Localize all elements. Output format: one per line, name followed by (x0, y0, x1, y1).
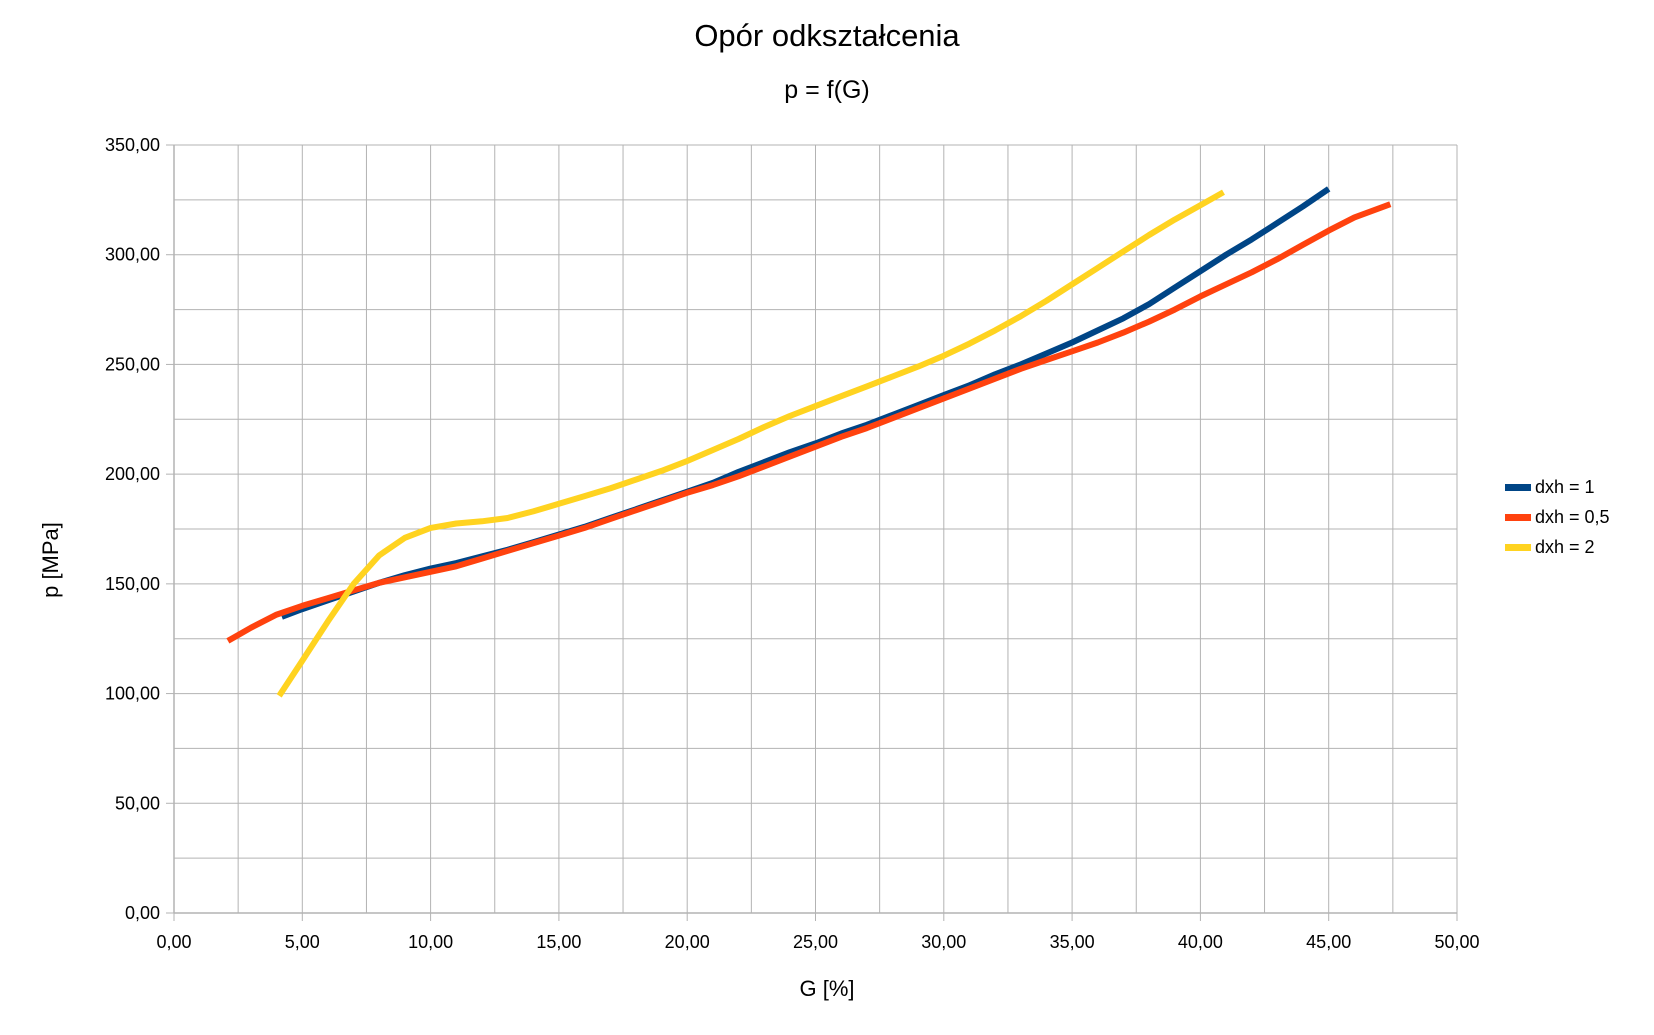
x-tick-label: 15,00 (536, 932, 581, 952)
y-tick-label: 200,00 (105, 464, 160, 484)
legend-label: dxh = 0,5 (1535, 506, 1610, 527)
chart-subtitle: p = f(G) (784, 76, 870, 104)
legend-swatch (1505, 513, 1531, 521)
y-tick-label: 100,00 (105, 684, 160, 704)
legend-item: dxh = 0,5 (1505, 502, 1610, 532)
x-tick-label: 0,00 (156, 932, 191, 952)
legend-label: dxh = 2 (1535, 536, 1595, 557)
x-tick-label: 40,00 (1178, 932, 1223, 952)
grid (173, 144, 1458, 914)
legend-swatch (1505, 483, 1531, 491)
x-tick-label: 25,00 (793, 932, 838, 952)
legend: dxh = 1 dxh = 0,5 dxh = 2 (1505, 472, 1610, 562)
legend-item: dxh = 2 (1505, 532, 1610, 562)
x-tick-label: 50,00 (1434, 932, 1479, 952)
x-tick-label: 30,00 (921, 932, 966, 952)
series-line-3 (276, 189, 1225, 698)
series-lines (226, 186, 1392, 698)
y-tick-label: 0,00 (125, 903, 160, 923)
legend-item: dxh = 1 (1505, 472, 1610, 502)
y-tick-label: 250,00 (105, 354, 160, 374)
chart-title: Opór odkształcenia (694, 18, 960, 53)
y-axis-label: p [MPa] (38, 522, 63, 598)
x-tick-label: 45,00 (1306, 932, 1351, 952)
y-tick-label: 350,00 (105, 135, 160, 155)
x-tick-label: 35,00 (1050, 932, 1095, 952)
tick-labels: 0,00 5,00 10,00 15,00 20,00 25,00 30,00 35,00 40… (105, 135, 1480, 952)
y-tick-label: 300,00 (105, 245, 160, 265)
x-tick-label: 20,00 (665, 932, 710, 952)
series-line-1 (280, 186, 1331, 620)
legend-label: dxh = 1 (1535, 476, 1595, 497)
y-tick-label: 50,00 (115, 793, 160, 813)
y-tick-label: 150,00 (105, 574, 160, 594)
legend-swatch (1505, 543, 1531, 551)
x-axis-label: G [%] (799, 976, 855, 1001)
axes (166, 144, 1458, 921)
x-tick-label: 5,00 (285, 932, 320, 952)
x-tick-label: 10,00 (408, 932, 453, 952)
series-line-2 (226, 201, 1392, 644)
